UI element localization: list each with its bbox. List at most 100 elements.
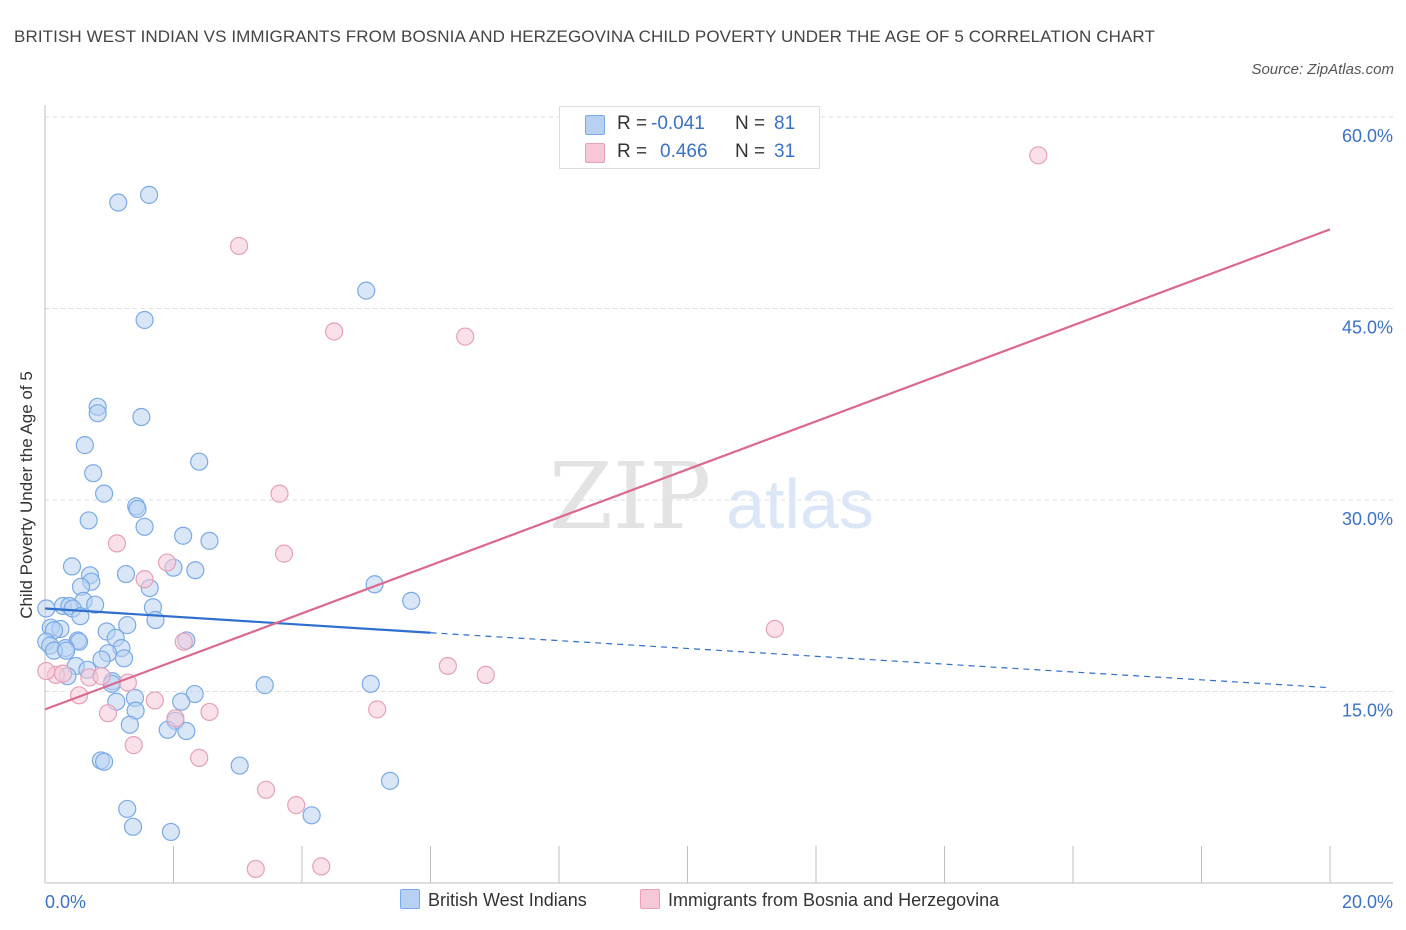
axes xyxy=(44,105,1393,884)
bosnia-immigrant-point xyxy=(325,322,344,341)
legend-swatch-blue xyxy=(400,889,420,909)
bosnia-immigrant-point xyxy=(145,691,164,710)
british-west-indian-point xyxy=(132,407,151,427)
series-legend-bosnia[interactable]: Immigrants from Bosnia and Herzegovina xyxy=(640,889,999,911)
british-west-indian-point xyxy=(357,281,376,300)
bosnia-immigrant-point xyxy=(765,619,784,639)
x-tick-labels: 0.0% 20.0% xyxy=(45,892,1393,912)
british-west-indian-point xyxy=(120,715,139,734)
bosnia-immigrant-point xyxy=(92,667,111,686)
british-west-indian-point xyxy=(57,641,76,660)
bosnia-immigrant-point xyxy=(69,686,89,705)
british-west-indian-point xyxy=(86,595,105,614)
watermark: ZIP atlas xyxy=(549,443,874,550)
bosnia-immigrant-point xyxy=(135,570,154,589)
legend-n-label: N = xyxy=(735,113,766,134)
bosnia-immigrant-point xyxy=(107,534,127,553)
british-west-indian-point xyxy=(118,616,137,635)
bosnia-immigrant-point xyxy=(53,664,73,683)
y-axis-label: Child Poverty Under the Age of 5 xyxy=(17,371,36,619)
bosnia-immigrant-point xyxy=(157,553,177,572)
british-west-indian-point xyxy=(84,464,103,483)
bosnia-immigrant-point xyxy=(98,704,118,723)
chart-source: Source: ZipAtlas.com xyxy=(1251,61,1394,78)
legend-n-value: 81 xyxy=(774,113,796,134)
british-west-indian-point xyxy=(380,771,400,790)
bosnia-immigrant-point xyxy=(200,702,219,722)
british-west-indian-point xyxy=(92,650,111,669)
british-west-indian-point xyxy=(79,511,98,530)
british-west-indian-point xyxy=(88,404,107,423)
legend-swatch-pink xyxy=(640,889,660,909)
british-west-indian-point xyxy=(302,806,321,825)
legend-r-value: 0.466 xyxy=(660,141,708,162)
bosnia-immigrant-point xyxy=(124,736,143,755)
british-west-indian-point xyxy=(95,752,114,771)
bosnia-immigrant-point xyxy=(270,484,289,503)
bosnia-immigrant-point xyxy=(1029,146,1048,165)
trend-line-british-west-indians xyxy=(44,607,431,634)
british-west-indian-point xyxy=(62,557,82,576)
y-tick-label: 45.0% xyxy=(1342,318,1393,338)
british-west-indian-point xyxy=(109,193,128,212)
bosnia-immigrant-point xyxy=(312,857,331,876)
trend-lines xyxy=(44,228,1331,711)
british-west-indian-point xyxy=(177,721,196,741)
y-tick-label: 30.0% xyxy=(1342,509,1393,529)
bosnia-immigrant-point xyxy=(476,665,495,685)
trend-line-bosnia xyxy=(44,228,1331,711)
series-name: Immigrants from Bosnia and Herzegovina xyxy=(668,890,1000,910)
bosnia-immigrant-point xyxy=(368,700,387,719)
legend-n-value: 31 xyxy=(774,141,796,162)
british-west-indian-point xyxy=(95,484,114,503)
bosnia-immigrant-point xyxy=(229,236,249,256)
british-west-indian-point xyxy=(75,436,94,455)
data-points xyxy=(37,146,1048,879)
british-west-indian-point xyxy=(255,676,274,695)
british-west-indian-point xyxy=(118,799,137,819)
bosnia-immigrant-point xyxy=(274,544,294,563)
british-west-indian-point xyxy=(361,674,380,693)
bosnia-immigrant-point xyxy=(438,656,457,676)
british-west-indian-point xyxy=(186,561,205,580)
legend-r-label: R = xyxy=(617,141,648,162)
correlation-legend: R = -0.041 N = 81 R = 0.466 N = 31 xyxy=(559,106,820,169)
legend-r-value: -0.041 xyxy=(651,113,705,134)
british-west-indian-point xyxy=(161,822,181,842)
watermark-atlas: atlas xyxy=(726,465,874,543)
chart-title: BRITISH WEST INDIAN VS IMMIGRANTS FROM B… xyxy=(14,27,1155,46)
y-tick-label: 60.0% xyxy=(1342,126,1393,146)
bosnia-immigrant-point xyxy=(256,780,276,799)
british-west-indian-point xyxy=(123,817,143,836)
bosnia-immigrant-point xyxy=(246,859,265,879)
british-west-indian-point xyxy=(139,185,159,204)
legend-n-label: N = xyxy=(735,141,766,162)
bosnia-immigrant-point xyxy=(166,709,185,728)
british-west-indian-point xyxy=(185,684,204,704)
grid-lines xyxy=(45,116,1393,692)
british-west-indian-point xyxy=(402,591,421,610)
y-tick-label: 15.0% xyxy=(1342,701,1393,721)
trend-line-british-west-indians-projection xyxy=(430,632,1331,689)
series-name: British West Indians xyxy=(428,890,587,910)
british-west-indian-point xyxy=(114,649,134,668)
british-west-indian-point xyxy=(174,526,193,545)
x-tick-label-right: 20.0% xyxy=(1342,892,1393,912)
british-west-indian-point xyxy=(116,564,136,584)
bosnia-immigrant-point xyxy=(174,632,193,651)
british-west-indian-point xyxy=(200,531,219,550)
british-west-indian-point xyxy=(230,756,249,775)
bosnia-immigrant-point xyxy=(287,796,306,815)
british-west-indian-point xyxy=(135,517,154,536)
bosnia-immigrant-point xyxy=(456,327,475,346)
watermark-zip: ZIP xyxy=(549,443,711,550)
bosnia-immigrant-point xyxy=(190,748,209,767)
bosnia-immigrant-point xyxy=(37,661,56,681)
y-tick-labels: 15.0% 30.0% 45.0% 60.0% xyxy=(1342,126,1393,721)
series-legend-british-west-indians[interactable]: British West Indians xyxy=(400,889,587,911)
british-west-indian-point xyxy=(190,452,209,471)
british-west-indian-point xyxy=(135,310,154,330)
legend-swatch-pink xyxy=(585,143,605,163)
x-tick-label-left: 0.0% xyxy=(45,892,86,912)
